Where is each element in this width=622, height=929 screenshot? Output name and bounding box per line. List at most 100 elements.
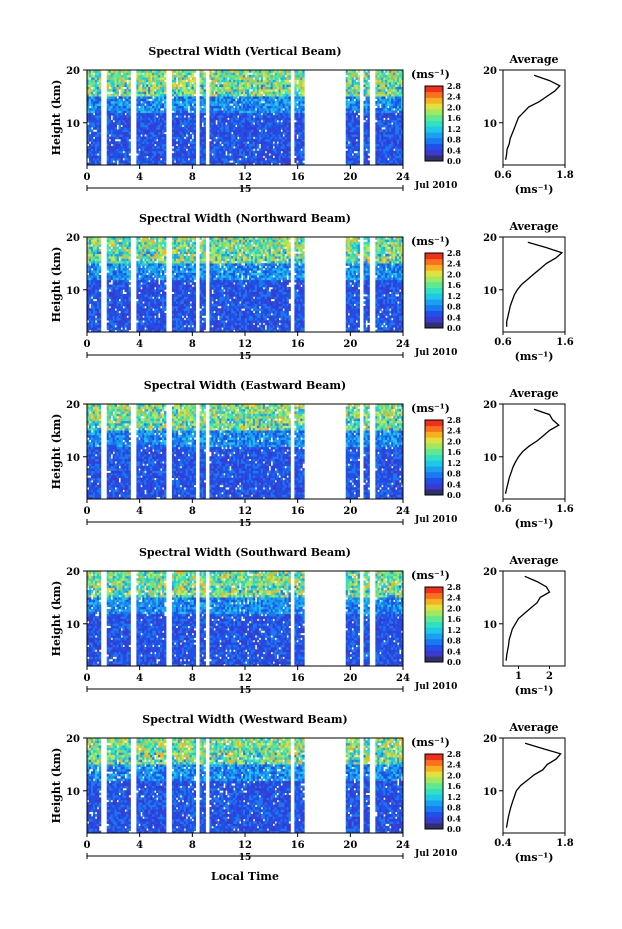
heatmap-cell: [89, 87, 91, 90]
heatmap-cell: [194, 96, 196, 99]
heatmap-cell: [367, 125, 369, 128]
heatmap-cell: [194, 134, 196, 137]
heatmap-cell: [91, 72, 93, 75]
heatmap-cell: [164, 99, 166, 102]
heatmap-cell: [288, 160, 290, 163]
heatmap-cell: [121, 99, 123, 102]
heatmap-cell: [352, 151, 354, 154]
heatmap-cell: [99, 120, 101, 123]
heatmap-cell: [288, 77, 290, 80]
heatmap-cell: [174, 77, 176, 80]
heatmap-cell: [393, 113, 395, 116]
heatmap-cell: [184, 148, 186, 151]
x-tick-label: 12: [238, 172, 252, 183]
heatmap-cell: [261, 156, 263, 159]
heatmap-cell: [302, 156, 304, 159]
heatmap-cell: [128, 103, 130, 106]
heatmap-cell: [164, 118, 166, 121]
heatmap-cell: [99, 101, 101, 104]
heatmap-cell: [115, 125, 117, 128]
heatmap-cell: [204, 110, 206, 113]
heatmap-cell: [194, 101, 196, 104]
colorbar-tick-label: 2.4: [447, 92, 461, 102]
colorbar-tick-label: 1.6: [447, 113, 461, 123]
heatmap-cell: [174, 82, 176, 85]
heatmap-cell: [121, 151, 123, 154]
heatmap-cell: [367, 141, 369, 144]
heatmap-cell: [164, 106, 166, 109]
heatmap-cell: [302, 103, 304, 106]
heatmap-cell: [288, 91, 290, 94]
heatmap-cell: [154, 115, 156, 118]
heatmap-cell: [204, 77, 206, 80]
heatmap-cell: [358, 153, 360, 156]
heatmap-cell: [354, 139, 356, 142]
heatmap-cell: [288, 113, 290, 116]
heatmap-cell: [123, 113, 125, 116]
heatmap-cell: [358, 101, 360, 104]
heatmap-cell: [302, 146, 304, 149]
heatmap-cell: [288, 75, 290, 78]
heatmap-cell: [194, 160, 196, 163]
heatmap-cell: [109, 115, 111, 118]
heatmap-cell: [194, 82, 196, 85]
heatmap-cell: [358, 84, 360, 87]
heatmap-cell: [194, 84, 196, 87]
heatmap-cell: [186, 110, 188, 113]
heatmap-cell: [356, 113, 358, 116]
x-tick-label: 4: [136, 172, 143, 183]
heatmap-cell: [164, 89, 166, 92]
heatmap-cell: [178, 84, 180, 87]
heatmap-cell: [277, 80, 279, 83]
heatmap-cell: [107, 134, 109, 137]
heatmap-cell: [367, 99, 369, 102]
heatmap-cell: [257, 146, 259, 149]
colorbar-tick-label: 2.8: [447, 81, 461, 91]
heatmap-cell: [389, 122, 391, 125]
heatmap-cell: [358, 77, 360, 80]
heatmap-cell: [99, 125, 101, 128]
heatmap-cell: [367, 137, 369, 140]
heatmap-cell: [194, 129, 196, 132]
heatmap-cell: [164, 137, 166, 140]
heatmap-cell: [245, 72, 247, 75]
colorbar-tick-label: 2.0: [447, 102, 461, 112]
heatmap-cell: [302, 122, 304, 125]
heatmap-cell: [142, 103, 144, 106]
heatmap-cell: [190, 134, 192, 137]
heatmap-cell: [184, 80, 186, 83]
heatmap-cell: [247, 89, 249, 92]
heatmap-cell: [302, 134, 304, 137]
heatmap-cell: [194, 151, 196, 154]
heatmap-cell: [128, 122, 130, 125]
heatmap-cell: [300, 160, 302, 163]
heatmap-cell: [302, 125, 304, 128]
heatmap-cell: [367, 129, 369, 132]
heatmap-cell: [136, 106, 138, 109]
heatmap-cell: [204, 122, 206, 125]
heatmap-cell: [261, 94, 263, 97]
heatmap-cell: [367, 134, 369, 137]
heatmap-cell: [383, 72, 385, 75]
heatmap-cell: [164, 156, 166, 159]
heatmap-cell: [91, 129, 93, 132]
heatmap-cell: [294, 134, 296, 137]
heatmap-cell: [352, 77, 354, 80]
heatmap-cell: [164, 146, 166, 149]
heatmap-cell: [255, 148, 257, 151]
heatmap-cell: [99, 72, 101, 75]
heatmap-cell: [204, 118, 206, 121]
heatmap-cell: [356, 72, 358, 75]
heatmap-cell: [358, 96, 360, 99]
heatmap-cell: [302, 148, 304, 151]
heatmap-cell: [164, 94, 166, 97]
colorbar-swatch: [425, 115, 443, 121]
heatmap-cell: [164, 103, 166, 106]
heatmap-cell: [128, 101, 130, 104]
heatmap-cell: [188, 77, 190, 80]
heatmap-cell: [204, 137, 206, 140]
heatmap-cell: [164, 115, 166, 118]
colorbar-swatch: [425, 92, 443, 98]
heatmap-cell: [385, 106, 387, 109]
heatmap-cell: [99, 148, 101, 151]
